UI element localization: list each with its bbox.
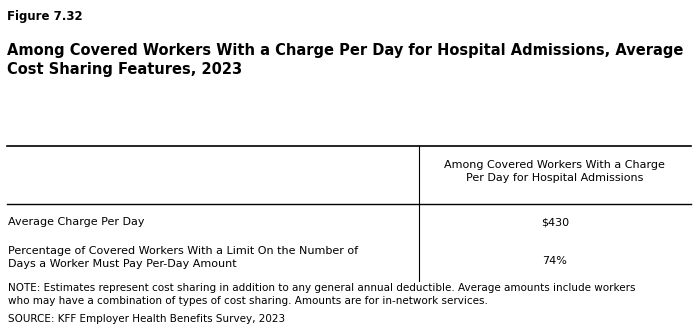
Text: Among Covered Workers With a Charge
Per Day for Hospital Admissions: Among Covered Workers With a Charge Per … <box>445 160 665 183</box>
Text: Among Covered Workers With a Charge Per Day for Hospital Admissions, Average
Cos: Among Covered Workers With a Charge Per … <box>7 43 683 77</box>
Text: Average Charge Per Day: Average Charge Per Day <box>8 217 145 227</box>
Text: Figure 7.32: Figure 7.32 <box>7 10 82 23</box>
Text: NOTE: Estimates represent cost sharing in addition to any general annual deducti: NOTE: Estimates represent cost sharing i… <box>8 283 636 306</box>
Text: SOURCE: KFF Employer Health Benefits Survey, 2023: SOURCE: KFF Employer Health Benefits Sur… <box>8 314 285 324</box>
Text: $430: $430 <box>541 217 569 227</box>
Text: 74%: 74% <box>542 256 567 266</box>
Text: Percentage of Covered Workers With a Limit On the Number of
Days a Worker Must P: Percentage of Covered Workers With a Lim… <box>8 246 359 269</box>
